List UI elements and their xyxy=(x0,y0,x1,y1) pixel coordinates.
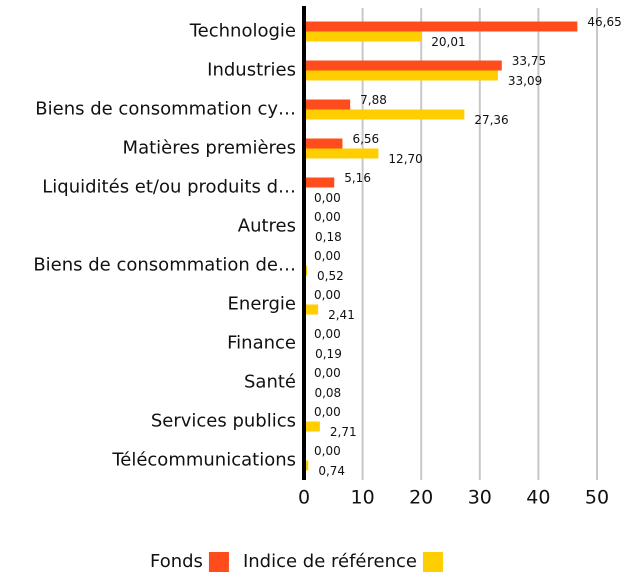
value-label: 0,00 xyxy=(314,366,341,380)
category-label: Biens de consommation cy… xyxy=(35,99,296,120)
value-label: 6,56 xyxy=(352,132,379,146)
bar xyxy=(304,177,335,188)
bar xyxy=(304,60,502,71)
value-label: 46,65 xyxy=(587,15,621,29)
category-label: Liquidités et/ou produits d… xyxy=(42,177,296,198)
value-label: 27,36 xyxy=(474,113,508,127)
legend-label: Fonds xyxy=(150,551,203,572)
category-label: Technologie xyxy=(189,21,296,42)
value-label: 0,00 xyxy=(314,327,341,341)
value-label: 0,52 xyxy=(317,269,344,283)
value-label: 0,08 xyxy=(314,386,341,400)
value-label: 12,70 xyxy=(388,152,422,166)
value-label: 0,18 xyxy=(315,230,342,244)
value-label: 0,00 xyxy=(314,249,341,263)
bar xyxy=(304,21,578,32)
category-label: Services publics xyxy=(151,411,296,432)
legend-label: Indice de référence xyxy=(243,551,417,572)
bar xyxy=(304,109,465,120)
value-label: 2,41 xyxy=(328,308,355,322)
value-label: 0,00 xyxy=(314,288,341,302)
category-label: Santé xyxy=(244,372,296,393)
value-label: 0,00 xyxy=(314,210,341,224)
value-label: 0,00 xyxy=(314,405,341,419)
x-tick-label: 20 xyxy=(409,487,433,509)
value-label: 5,16 xyxy=(344,171,371,185)
bar xyxy=(304,70,498,81)
value-label: 0,74 xyxy=(318,464,345,478)
category-label: Energie xyxy=(228,294,296,315)
x-tick-label: 10 xyxy=(351,487,375,509)
value-label: 20,01 xyxy=(431,35,465,49)
x-tick-label: 0 xyxy=(298,487,310,509)
category-label: Biens de consommation de… xyxy=(33,255,296,276)
value-label: 0,00 xyxy=(314,191,341,205)
x-tick-label: 50 xyxy=(585,487,609,509)
legend-swatch xyxy=(422,552,443,572)
bar xyxy=(304,460,309,471)
category-label: Industries xyxy=(207,60,296,81)
value-label: 33,75 xyxy=(512,54,546,68)
value-label: 0,00 xyxy=(314,444,341,458)
value-label: 33,09 xyxy=(508,74,542,88)
category-label: Autres xyxy=(238,216,296,237)
category-label: Télécommunications xyxy=(111,450,296,471)
bar xyxy=(304,99,351,110)
legend-swatch xyxy=(208,552,229,572)
category-label: Finance xyxy=(227,333,296,354)
bar xyxy=(304,304,319,315)
bar xyxy=(304,421,320,432)
value-label: 0,19 xyxy=(315,347,342,361)
bar xyxy=(304,31,422,42)
x-tick-label: 30 xyxy=(468,487,492,509)
bar xyxy=(304,138,343,149)
x-tick-label: 40 xyxy=(526,487,550,509)
value-label: 7,88 xyxy=(360,93,387,107)
value-label: 2,71 xyxy=(330,425,357,439)
category-label: Matières premières xyxy=(123,138,296,159)
bar xyxy=(304,148,379,159)
